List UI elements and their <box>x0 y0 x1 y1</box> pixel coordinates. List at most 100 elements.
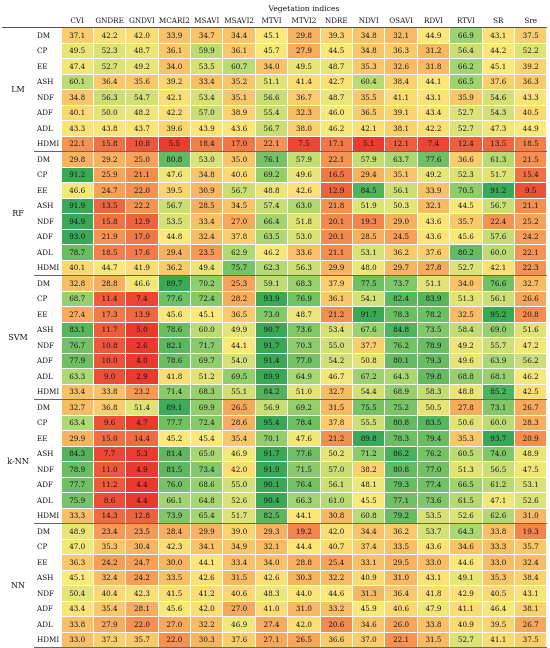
heat-cell: 40.1 <box>60 104 94 121</box>
heat-cell: 32.2 <box>319 569 354 586</box>
heat-cell: 17.6 <box>125 244 159 261</box>
heat-cell: 4.7 <box>125 414 159 431</box>
heat-cell: 67.6 <box>352 321 386 338</box>
metric-label: ADL <box>34 120 61 136</box>
column-header: MSAVI2 <box>222 14 256 28</box>
heat-cell: 77.1 <box>384 492 418 509</box>
heat-cell: 22.1 <box>254 135 289 152</box>
heat-cell: 44.1 <box>222 337 256 354</box>
heat-cell: 46.2 <box>254 244 289 261</box>
heat-cell: 28.6 <box>222 414 256 431</box>
metric-label: ADF <box>34 353 61 369</box>
heat-cell: 7.7 <box>92 445 127 462</box>
heat-cell: 34.9 <box>222 538 256 555</box>
heat-cell: 57.6 <box>481 228 515 245</box>
heat-cell: 22.2 <box>125 197 159 214</box>
heat-cell: 38.0 <box>287 120 321 137</box>
heat-cell: 36.1 <box>319 290 354 307</box>
heat-cell: 9.6 <box>92 414 127 431</box>
heat-cell: 80.8 <box>157 151 192 168</box>
heat-cell: 33.8 <box>92 383 127 400</box>
heat-cell: 41.0 <box>254 600 289 617</box>
table-row: ADL 43.3 43.8 43.7 39.6 43.9 43.6 56.7 38.0 46.2 4… <box>2 120 548 137</box>
table-row: ADL 63.3 9.0 2.9 41.8 51.2 69.5 89.9 64.9 46.7 67.… <box>2 368 548 385</box>
heat-cell: 44.6 <box>319 585 354 602</box>
heat-cell: 86.2 <box>384 445 418 462</box>
table-row: NDF 50.4 40.4 42.3 41.5 41.2 40.6 48.3 44.0 44.6 3… <box>2 585 548 602</box>
heat-cell: 36.6 <box>449 151 483 168</box>
heat-cell: 42.2 <box>416 120 451 137</box>
heat-cell: 23.4 <box>92 523 127 540</box>
title-row: Vegetation indices <box>2 2 547 14</box>
heat-cell: 33.0 <box>416 554 451 571</box>
heat-cell: 42.6 <box>254 569 289 586</box>
heat-cell: 21.2 <box>319 430 354 447</box>
metric-label: ADF <box>34 229 61 245</box>
heat-cell: 39.6 <box>157 120 192 137</box>
heat-cell: 40.6 <box>222 166 256 183</box>
heat-cell: 62.9 <box>222 244 256 261</box>
heat-cell: 53.4 <box>319 321 354 338</box>
heat-cell: 47.4 <box>60 58 94 75</box>
heat-cell: 69.2 <box>254 166 289 183</box>
heat-cell: 7.4 <box>125 290 159 307</box>
heat-cell: 66.2 <box>449 58 483 75</box>
heat-cell: 41.5 <box>157 585 192 602</box>
heat-cell: 21.1 <box>125 166 159 183</box>
heat-cell: 12.9 <box>319 182 354 199</box>
table-row: LM DM 37.1 42.2 42.0 33.9 34.7 34.4 45.1 29.8 39.3… <box>2 27 548 152</box>
heat-cell: 17.0 <box>222 135 256 152</box>
heat-cell: 21.5 <box>513 151 548 168</box>
heat-cell: 37.1 <box>60 27 94 44</box>
heat-cell: 51.1 <box>254 73 289 90</box>
table-row: CP 49.5 52.3 48.7 36.1 59.9 36.1 45.7 27.9 44.5 34… <box>2 42 548 59</box>
heat-cell: 84.3 <box>60 445 94 462</box>
heat-cell: 43.1 <box>513 585 548 602</box>
heat-cell: 29.3 <box>254 523 289 540</box>
heat-cell: 64.3 <box>449 523 483 540</box>
heat-cell: 37.5 <box>513 631 548 648</box>
heat-cell: 61.0 <box>319 492 354 509</box>
heat-cell: 32.1 <box>254 538 289 555</box>
heat-cell: 40.9 <box>449 616 483 633</box>
heat-cell: 59.1 <box>254 275 289 292</box>
table-row: ADF 93.0 21.9 17.0 44.8 32.4 37.8 63.5 53.0 20.1 2… <box>2 228 548 245</box>
heat-cell: 77.0 <box>416 461 451 478</box>
corner-blank-2 <box>2 14 61 28</box>
table-row: NDF 94.9 15.8 12.9 53.5 33.4 27.0 66.4 51.8 20.1 1… <box>2 213 548 230</box>
heat-cell: 84.5 <box>352 182 386 199</box>
heat-cell: 45.1 <box>254 27 289 44</box>
heat-cell: 45.2 <box>157 430 192 447</box>
heat-cell: 32.1 <box>416 197 451 214</box>
heat-cell: 42.1 <box>352 120 386 137</box>
heat-cell: 55.5 <box>352 414 386 431</box>
heat-cell: 44.7 <box>92 259 127 276</box>
heat-cell: 51.7 <box>481 166 515 183</box>
heat-cell: 20.8 <box>513 306 548 323</box>
heat-cell: 26.7 <box>513 616 548 633</box>
heat-cell: 33.4 <box>222 554 256 571</box>
heat-cell: 42.2 <box>92 27 127 44</box>
heat-cell: 34.8 <box>352 42 386 59</box>
heat-cell: 90.4 <box>254 492 289 509</box>
heat-cell: 50.8 <box>352 352 386 369</box>
heat-cell: 61.3 <box>481 151 515 168</box>
heat-cell: 42.0 <box>125 27 159 44</box>
table-row: HDMI 22.1 15.8 10.8 5.5 18.4 17.0 22.1 7.5 17.1 5.… <box>2 135 548 152</box>
heat-cell: 49.6 <box>449 352 483 369</box>
heat-cell: 35.4 <box>222 430 256 447</box>
heat-cell: 12.9 <box>125 213 159 230</box>
heat-cell: 50.6 <box>449 414 483 431</box>
heat-cell: 33.8 <box>60 616 94 633</box>
heat-cell: 30.4 <box>125 538 159 555</box>
heat-cell: 15.4 <box>513 166 548 183</box>
heat-cell: 91.9 <box>254 461 289 478</box>
heat-cell: 70.1 <box>254 430 289 447</box>
heat-cell: 34.6 <box>352 616 386 633</box>
metric-label: CP <box>34 415 61 431</box>
heat-cell: 36.8 <box>92 399 127 416</box>
heat-cell: 44.2 <box>481 42 515 59</box>
heat-cell: 73.4 <box>190 461 224 478</box>
heat-cell: 71.5 <box>287 461 321 478</box>
heat-cell: 15.8 <box>92 213 127 230</box>
